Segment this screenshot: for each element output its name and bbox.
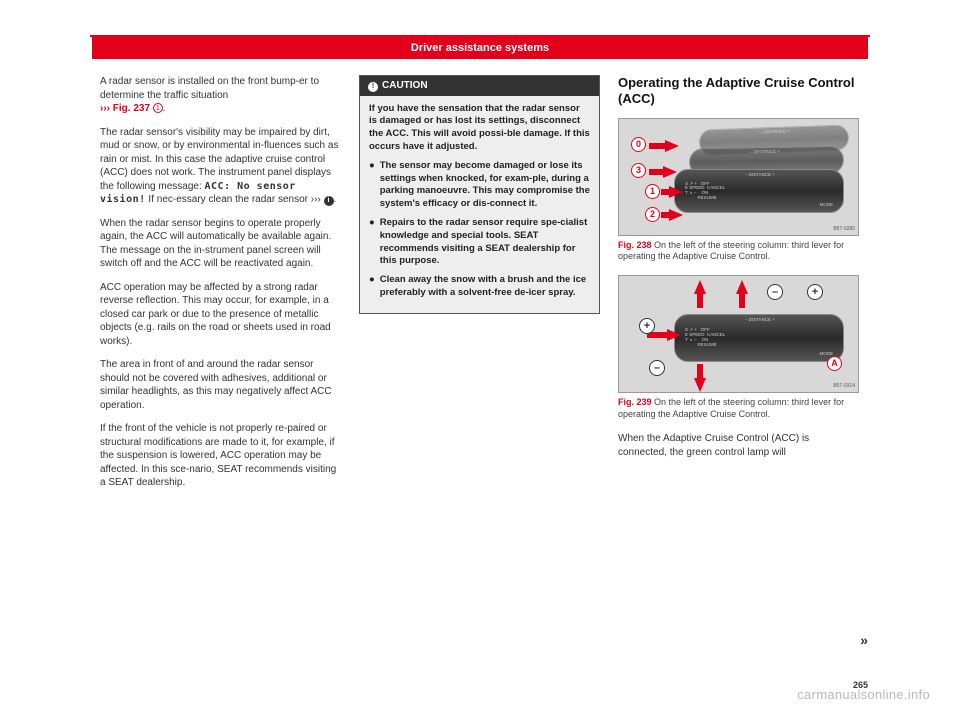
arrow [739, 292, 745, 308]
caption-text: On the left of the steering column: thir… [618, 240, 844, 262]
caution-box: ! CAUTION If you have the sensation that … [359, 75, 600, 314]
lever-main: – DISTANCE + S ↗ + OFF E SPEED CANCEL T … [674, 314, 844, 362]
caution-bullet: ●Repairs to the radar sensor require spe… [369, 217, 590, 268]
lever-main: – DISTANCE + S ↗ + OFF E SPEED CANCEL T … [674, 169, 844, 213]
marker-3: 3 [631, 163, 646, 178]
text: When the Adaptive Cruise Control (ACC) i… [618, 433, 809, 458]
para: When the Adaptive Cruise Control (ACC) i… [618, 432, 859, 459]
watermark: carmanualsonline.info [797, 687, 930, 702]
para: When the radar sensor begins to operate … [100, 217, 341, 271]
marker-plus: + [807, 284, 823, 300]
figure-code: B57-0280 [833, 226, 855, 233]
info-icon: i [324, 196, 334, 206]
bullet-text: The sensor may become damaged or lose it… [380, 160, 590, 211]
caption-text: On the left of the steering column: thir… [618, 397, 844, 419]
lever-text: – DISTANCE + [745, 318, 775, 323]
marker-plus: + [639, 318, 655, 334]
caution-body: If you have the sensation that the radar… [360, 96, 599, 313]
bullet-dot: ● [369, 274, 375, 300]
para: If the front of the vehicle is not prope… [100, 422, 341, 490]
lever-text: S ↗ + OFF E SPEED CANCEL T ↘ – ON RESUME [685, 328, 725, 348]
arrow-head [665, 140, 679, 152]
figure-238-caption: Fig. 238 On the left of the steering col… [618, 240, 859, 263]
text: A radar sensor is installed on the front… [100, 76, 319, 101]
bullet-text: Repairs to the radar sensor require spe-… [380, 217, 590, 268]
figure-239: – DISTANCE + S ↗ + OFF E SPEED CANCEL T … [618, 275, 859, 393]
arrow-head [694, 378, 706, 392]
lever-text: MODE [820, 203, 834, 208]
lever-text: S ↗ + OFF E SPEED CANCEL T ↘ – ON RESUME [685, 182, 725, 202]
para: ACC operation may be affected by a stron… [100, 281, 341, 349]
fig-ref: Fig. 239 [618, 397, 652, 407]
figure-238: – DISTANCE + – DISTANCE + – DISTANCE + S… [618, 118, 859, 236]
ref-number: 1 [153, 103, 163, 113]
marker-minus: – [649, 360, 665, 376]
lever-text: – DISTANCE + [750, 149, 780, 154]
fig-ref: ››› Fig. 237 [100, 103, 150, 114]
marker-2: 2 [645, 207, 660, 222]
para: The area in front of and around the rada… [100, 358, 341, 412]
arrow [697, 292, 703, 308]
caution-bullet: ●The sensor may become damaged or lose i… [369, 160, 590, 211]
arrow-head [694, 280, 706, 294]
marker-0: 0 [631, 137, 646, 152]
arrow-head [663, 166, 677, 178]
column-left: A radar sensor is installed on the front… [100, 75, 341, 655]
lever-text: – DISTANCE + [760, 129, 790, 135]
caution-intro: If you have the sensation that the radar… [369, 103, 590, 154]
bullet-dot: ● [369, 217, 375, 268]
section-title: Operating the Adaptive Cruise Control (A… [618, 75, 859, 108]
figure-239-caption: Fig. 239 On the left of the steering col… [618, 397, 859, 420]
arrow-head [736, 280, 748, 294]
column-middle: ! CAUTION If you have the sensation that … [359, 75, 600, 655]
header-title: Driver assistance systems [92, 37, 868, 59]
lever-text: – DISTANCE + [745, 173, 775, 178]
content-columns: A radar sensor is installed on the front… [100, 75, 860, 655]
caution-heading: ! CAUTION [360, 76, 599, 96]
arrow-head [669, 186, 683, 198]
marker-1: 1 [645, 184, 660, 199]
caution-icon: ! [368, 82, 378, 92]
text: If nec-essary clean the radar sensor ››› [146, 194, 324, 205]
caution-label: CAUTION [382, 80, 428, 91]
caution-bullet: ●Clean away the snow with a brush and th… [369, 274, 590, 300]
column-right: Operating the Adaptive Cruise Control (A… [618, 75, 859, 655]
continuation-mark: » [860, 632, 868, 648]
bullet-dot: ● [369, 160, 375, 211]
fig-ref: Fig. 238 [618, 240, 652, 250]
arrow-head [667, 329, 681, 341]
para: A radar sensor is installed on the front… [100, 75, 341, 116]
para: The radar sensor's visibility may be imp… [100, 126, 341, 207]
bullet-text: Clean away the snow with a brush and the… [380, 274, 590, 300]
arrow-head [669, 209, 683, 221]
page: Driver assistance systems A radar sensor… [0, 0, 960, 708]
figure-code: B57-0314 [833, 383, 855, 390]
marker-A: A [827, 356, 842, 371]
marker-minus: – [767, 284, 783, 300]
